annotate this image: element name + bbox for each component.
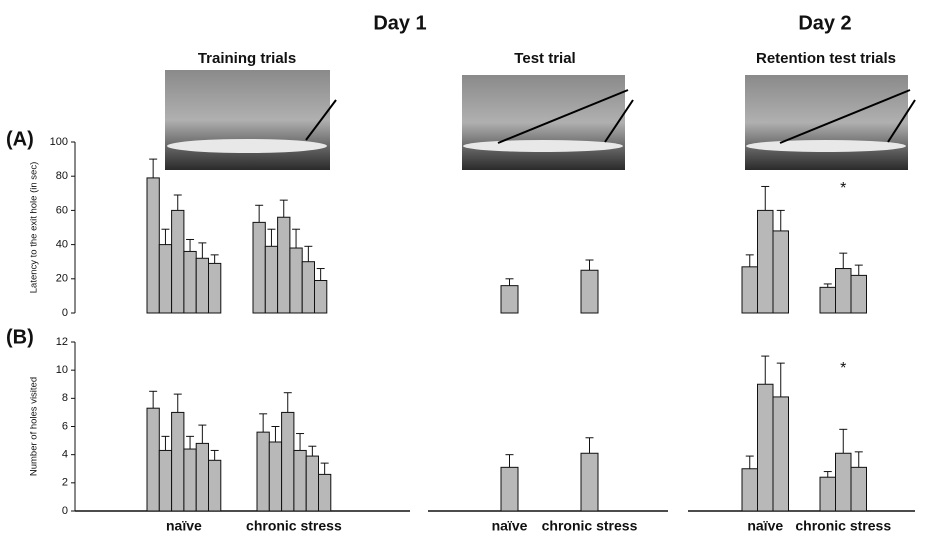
bar bbox=[819, 476, 836, 512]
category-label: chronic stress bbox=[795, 518, 891, 534]
photo-platform bbox=[746, 140, 906, 152]
y-tick-label: 60 bbox=[56, 204, 68, 216]
y-tick-label: 12 bbox=[56, 336, 68, 348]
photos bbox=[165, 70, 916, 170]
bar bbox=[158, 244, 173, 314]
bar bbox=[183, 448, 197, 512]
bar bbox=[580, 269, 599, 314]
bar bbox=[264, 245, 279, 314]
y-tick-label: 4 bbox=[62, 449, 68, 461]
category-label: naïve bbox=[747, 518, 783, 534]
panel-title: Test trial bbox=[514, 50, 575, 67]
bar bbox=[183, 250, 197, 314]
bar bbox=[195, 257, 209, 314]
bar bbox=[318, 473, 332, 512]
bar bbox=[171, 209, 185, 314]
y-tick-label: 8 bbox=[62, 392, 68, 404]
panel-title: Retention test trials bbox=[756, 50, 896, 67]
bar bbox=[146, 407, 160, 512]
bar bbox=[580, 452, 599, 512]
bar bbox=[757, 383, 774, 512]
bar bbox=[500, 285, 519, 314]
bar bbox=[819, 286, 836, 314]
photo-arrow bbox=[604, 99, 634, 143]
bar bbox=[772, 396, 789, 512]
y-tick-label: 80 bbox=[56, 170, 68, 182]
y-tick-label: 40 bbox=[56, 239, 68, 251]
bar bbox=[835, 452, 852, 512]
bar bbox=[314, 280, 328, 314]
day-header: Day 1 bbox=[373, 12, 426, 34]
bar bbox=[289, 247, 303, 314]
bar bbox=[835, 268, 852, 314]
bar bbox=[171, 411, 185, 512]
bar bbox=[772, 230, 789, 314]
photo bbox=[165, 70, 330, 170]
y-axis-label: Number of holes visited bbox=[29, 377, 40, 476]
bar bbox=[305, 455, 320, 512]
category-label: chronic stress bbox=[246, 518, 342, 534]
panel-label: (B) bbox=[6, 326, 34, 348]
bar bbox=[741, 266, 758, 314]
y-axis-label: Latency to the exit hole (in sec) bbox=[29, 162, 40, 294]
annotation: * bbox=[840, 360, 846, 377]
bar bbox=[301, 261, 316, 314]
photo-arrow bbox=[497, 89, 629, 144]
category-label: chronic stress bbox=[542, 518, 638, 534]
panel-label: (A) bbox=[6, 128, 34, 150]
y-tick-label: 10 bbox=[56, 364, 68, 376]
bar bbox=[195, 442, 209, 512]
bar bbox=[208, 459, 222, 512]
photo bbox=[462, 75, 625, 170]
photo-arrow bbox=[779, 89, 911, 144]
category-label: naïve bbox=[492, 518, 528, 534]
bar bbox=[281, 411, 295, 512]
photo-platform bbox=[167, 139, 327, 153]
y-tick-label: 100 bbox=[50, 136, 68, 148]
bar bbox=[500, 466, 519, 512]
photo-arrow bbox=[887, 99, 916, 143]
annotation: * bbox=[840, 180, 846, 197]
y-tick-label: 2 bbox=[62, 477, 68, 489]
y-tick-label: 20 bbox=[56, 273, 68, 285]
panel-title: Training trials bbox=[198, 50, 296, 67]
y-tick-label: 0 bbox=[62, 307, 68, 319]
bar bbox=[252, 221, 266, 314]
bar bbox=[850, 466, 867, 512]
bar bbox=[158, 449, 173, 512]
bar bbox=[293, 449, 307, 512]
day-header: Day 2 bbox=[798, 12, 851, 34]
bar bbox=[277, 216, 291, 314]
bar bbox=[146, 177, 160, 314]
photo-platform bbox=[463, 140, 623, 152]
photo-arrow bbox=[305, 99, 337, 141]
y-tick-label: 6 bbox=[62, 420, 68, 432]
bar bbox=[741, 468, 758, 512]
bar bbox=[256, 431, 270, 512]
category-label: naïve bbox=[166, 518, 202, 534]
y-tick-label: 0 bbox=[62, 505, 68, 517]
bar bbox=[268, 441, 283, 512]
bar bbox=[208, 262, 222, 314]
bar bbox=[757, 209, 774, 314]
bar bbox=[850, 274, 867, 314]
photo bbox=[745, 75, 908, 170]
